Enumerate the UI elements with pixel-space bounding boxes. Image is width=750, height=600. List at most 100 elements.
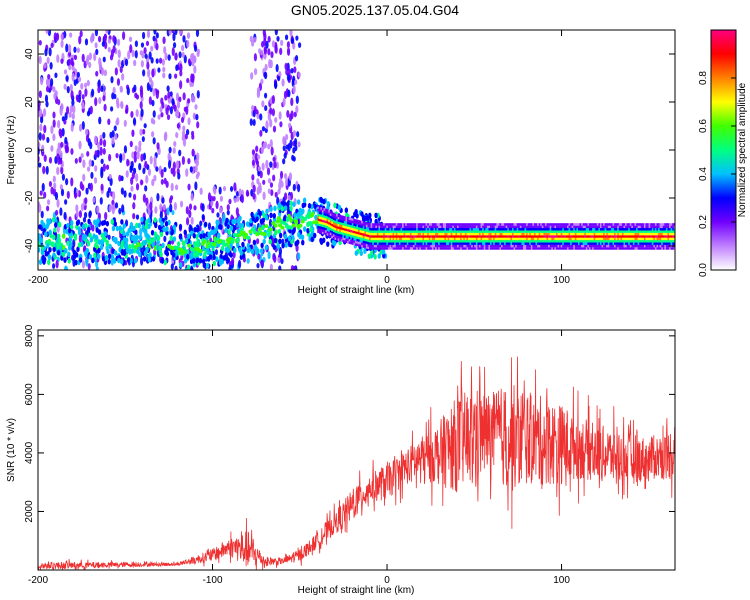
spectrogram-cell (261, 126, 266, 132)
spectrogram-cell (632, 232, 635, 236)
spectrogram-cell (38, 132, 42, 141)
spectrogram-cell (214, 249, 219, 256)
spectrogram-cell (449, 230, 451, 233)
spectrogram-cell (332, 212, 335, 216)
spectrogram-cell (273, 205, 277, 212)
spectrogram-cell (318, 230, 321, 234)
spectrogram-cell (592, 225, 594, 229)
spectrogram-cell (518, 237, 521, 241)
spectrogram-cell (186, 264, 191, 270)
spectrogram-cell (290, 97, 294, 107)
spectrogram-cell (424, 235, 426, 238)
spectrogram-cell (629, 244, 632, 248)
spectrogram-cell (670, 225, 673, 229)
spectrogram-cell (496, 232, 499, 236)
spectrogram-cell (607, 242, 610, 245)
spectrogram-cell (47, 259, 51, 266)
spectrogram-cell (521, 240, 524, 243)
spectrogram-cell (250, 72, 254, 80)
spectrogram-cell (491, 228, 494, 231)
spectrogram-cell (516, 240, 519, 243)
spectrogram-cell (363, 248, 367, 254)
spectrogram-cell (384, 228, 387, 231)
spectrogram-cell (345, 228, 348, 232)
spectrogram-cell (369, 244, 371, 248)
spectrogram-cell (651, 237, 654, 241)
spectrogram-cell (667, 244, 670, 248)
spectrogram-cell (587, 235, 590, 238)
spectrogram-cell (132, 213, 136, 220)
spectrogram-cell (457, 242, 459, 245)
spectrogram-cell (370, 244, 373, 248)
spectrogram-cell (499, 240, 502, 243)
spectrogram-cell (422, 223, 425, 226)
spectrogram-cell (116, 78, 121, 86)
spectrogram-cell (632, 228, 635, 231)
spectrogram-cell (620, 228, 623, 231)
spectrogram-cell (546, 247, 549, 250)
spectrogram-cell (497, 235, 500, 238)
spectrogram-cell (661, 244, 664, 248)
spectrogram-cell (289, 217, 293, 224)
spectrogram-cell (648, 223, 651, 226)
spectrogram-cell (411, 235, 414, 238)
spectrogram-cell (427, 228, 429, 231)
spectrogram-cell (601, 247, 604, 250)
spectrogram-cell (334, 232, 337, 236)
spectrogram-cell (119, 258, 124, 265)
spectrogram-cell (332, 215, 335, 218)
spectrogram-cell (337, 238, 340, 241)
spectrogram-cell (199, 233, 203, 240)
spectrogram-cell (623, 223, 626, 226)
spectrogram-cell (436, 228, 439, 231)
spectrogram-cell (566, 237, 569, 241)
spectrogram-cell (634, 228, 637, 231)
spectrogram-cell (356, 241, 359, 244)
spectrogram-cell (651, 242, 654, 245)
spectrogram-cell (298, 223, 303, 228)
spectrogram-cell (149, 155, 153, 165)
spectrogram-cell (40, 77, 44, 86)
spectrogram-cell (121, 73, 125, 81)
spectrogram-cell (389, 247, 392, 250)
spectrogram-cell (323, 212, 326, 216)
spectrogram-cell (604, 240, 607, 243)
spectrogram-cell (654, 240, 657, 243)
spectrogram-cell (288, 172, 293, 181)
spectrogram-cell (107, 38, 112, 44)
spectrogram-cell (538, 242, 541, 245)
spectrogram-cell (282, 158, 286, 165)
spectrogram-cell (581, 225, 583, 229)
spectrogram-cell (141, 31, 146, 40)
spectrogram-cell (566, 242, 569, 245)
spectrogram-cell (265, 120, 269, 130)
spectrogram-cell (419, 247, 422, 250)
spectrogram-cell (538, 223, 541, 226)
spectrogram-cell (339, 231, 342, 235)
spectrogram-cell (496, 240, 499, 243)
spectrogram-cell (164, 52, 168, 61)
spectrogram-cell (457, 247, 459, 250)
spectrogram-cell (336, 228, 338, 231)
spectrogram-cell (186, 254, 190, 260)
spectrogram-cell (496, 237, 499, 241)
spectrogram-cell (457, 228, 459, 231)
chart-title: GN05.2025.137.05.04.G04 (290, 2, 460, 18)
spectrogram-cell (672, 232, 675, 236)
spectrogram-cell (351, 225, 354, 229)
spectrogram-cell (570, 232, 572, 236)
spectrogram-cell (419, 235, 422, 238)
spectrogram-cell (394, 244, 396, 248)
spectrogram-cell (598, 225, 601, 229)
spectrogram-cell (617, 247, 620, 250)
spectrogram-cell (389, 237, 392, 241)
spectrogram-cell (480, 240, 483, 243)
spectrogram-cell (334, 215, 337, 219)
spectrogram-cell (165, 229, 169, 236)
spectrogram-cell (387, 225, 390, 229)
spectrogram-cell (280, 206, 285, 212)
spectrogram-cell (145, 174, 149, 184)
spectrogram-cell (441, 225, 444, 229)
spectrogram-cell (540, 225, 543, 229)
spectrogram-cell (518, 232, 521, 236)
